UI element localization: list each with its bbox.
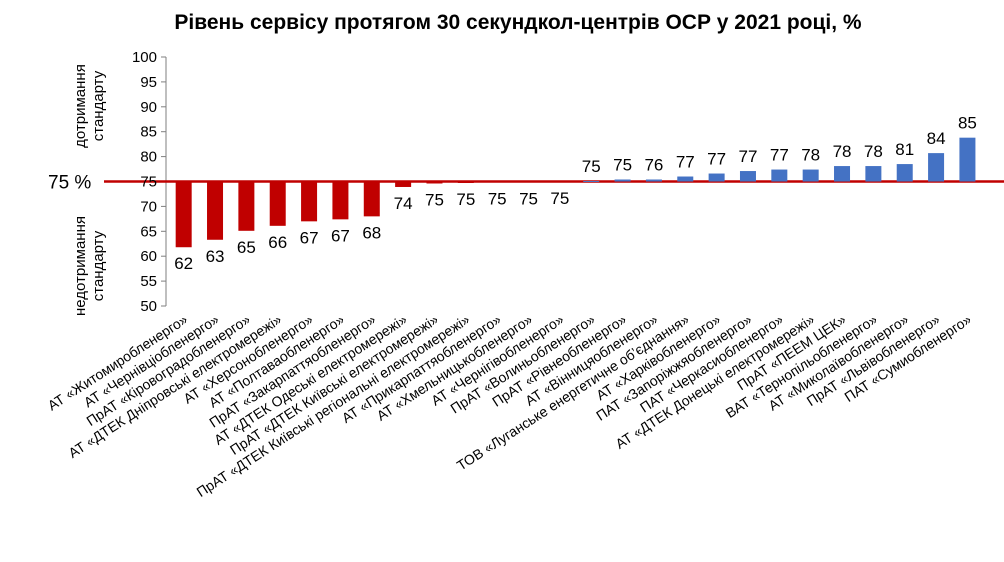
chart-title: Рівень сервісу протягом 30 секундкол-цен… — [174, 11, 862, 34]
bar — [426, 181, 443, 184]
bar — [583, 181, 600, 183]
data-label: 75 — [550, 189, 569, 208]
bar — [834, 166, 851, 182]
y-tick-label: 75 — [140, 174, 157, 191]
data-label: 75 — [582, 157, 601, 176]
y-tick-label: 90 — [140, 99, 157, 116]
data-label: 85 — [958, 114, 977, 133]
data-label: 74 — [394, 194, 413, 213]
bar — [520, 181, 537, 183]
above-standard-label-line: стандарту — [90, 70, 107, 141]
data-label: 76 — [644, 156, 663, 175]
y-tick-label: 80 — [140, 149, 157, 166]
bar — [677, 176, 694, 182]
bar — [489, 181, 506, 183]
data-label: 65 — [237, 238, 256, 257]
y-tick-label: 50 — [140, 298, 157, 315]
y-tick-label: 70 — [140, 198, 157, 215]
data-label: 66 — [268, 233, 287, 252]
below-standard-label-line: стандарту — [90, 230, 107, 301]
bar — [332, 181, 349, 220]
bar — [551, 181, 568, 183]
data-label: 62 — [174, 254, 193, 273]
bar — [771, 169, 788, 182]
data-label: 67 — [300, 228, 319, 247]
bar — [708, 173, 725, 182]
data-label: 77 — [739, 147, 758, 166]
data-label: 81 — [895, 140, 914, 159]
data-label: 77 — [770, 146, 789, 165]
bar — [457, 181, 474, 183]
y-tick-label: 60 — [140, 248, 157, 265]
y-tick-label: 95 — [140, 74, 157, 91]
data-label: 63 — [206, 247, 225, 266]
data-label: 75 — [456, 190, 475, 209]
data-label: 78 — [864, 142, 883, 161]
bar — [614, 179, 631, 182]
bar — [959, 137, 976, 182]
bar — [175, 181, 192, 248]
y-tick-label: 85 — [140, 124, 157, 141]
above-standard-label: дотриманнястандарту — [72, 64, 107, 148]
data-label: 75 — [613, 156, 632, 175]
data-label: 75 — [425, 190, 444, 209]
y-tick-label: 55 — [140, 273, 157, 290]
y-tick-label: 65 — [140, 223, 157, 240]
data-label: 68 — [362, 223, 381, 242]
standard-label: 75 % — [48, 173, 91, 194]
below-standard-label: недотриманнястандарту — [72, 216, 107, 316]
bar — [865, 166, 882, 182]
data-label: 84 — [927, 129, 946, 148]
bar — [363, 181, 380, 217]
bar — [739, 171, 756, 182]
data-label: 75 — [488, 189, 507, 208]
data-label: 75 — [519, 189, 538, 208]
data-label: 77 — [676, 153, 695, 172]
bar — [238, 181, 255, 231]
bar — [395, 181, 412, 187]
bar — [301, 181, 318, 222]
y-tick-label: 100 — [132, 49, 157, 66]
bar — [896, 164, 913, 182]
above-standard-label-line: дотримання — [72, 64, 89, 148]
data-label: 78 — [833, 142, 852, 161]
data-label: 67 — [331, 226, 350, 245]
bar — [207, 181, 224, 240]
bar — [645, 179, 662, 182]
data-label: 77 — [707, 150, 726, 169]
bar — [269, 181, 286, 226]
data-label: 78 — [801, 146, 820, 165]
below-standard-label-line: недотримання — [72, 216, 89, 316]
bar — [802, 169, 819, 182]
bar — [928, 153, 945, 182]
